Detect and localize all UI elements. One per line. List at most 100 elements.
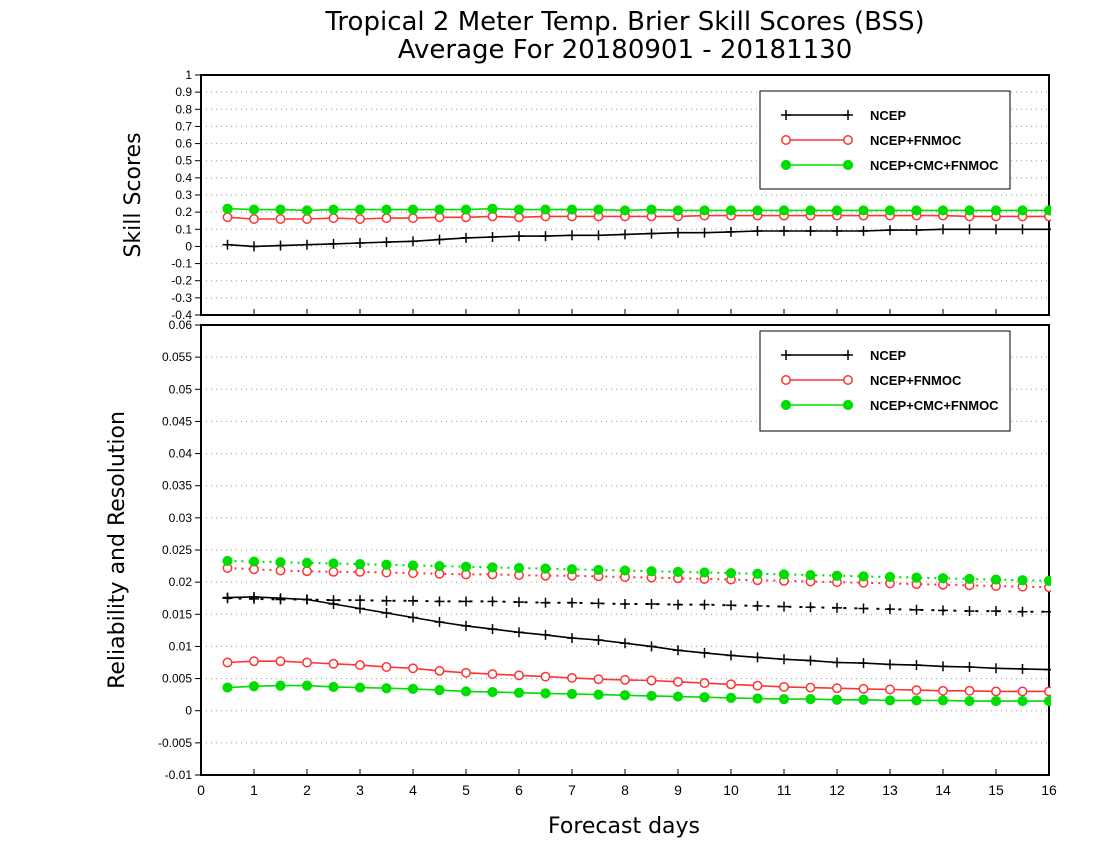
filled-circle-marker: [780, 159, 792, 171]
open-circle-marker: [275, 656, 286, 667]
open-circle-marker: [843, 375, 853, 385]
legend-label: NCEP: [870, 108, 906, 123]
plus-marker: [434, 234, 445, 245]
y-tick-label: -0.005: [158, 736, 192, 750]
filled-circle-marker: [540, 688, 551, 699]
y-tick-label: 0.015: [162, 607, 192, 621]
plus-marker: [434, 596, 445, 607]
filled-circle-marker: [301, 680, 313, 691]
plus-marker: [964, 662, 975, 672]
filled-circle-marker: [434, 560, 445, 572]
plus-marker: [726, 600, 736, 611]
legend: NCEP NCEP+FNMOC NCEP+CMC+FNMOC: [759, 90, 1011, 190]
open-circle-marker: [885, 684, 895, 695]
filled-circle-marker: [593, 564, 604, 576]
plus-marker: [1017, 224, 1028, 235]
y-tick-label: -0.01: [165, 768, 193, 782]
filled-circle-marker: [911, 205, 922, 216]
plus-marker: [620, 599, 630, 609]
filled-circle-marker: [619, 205, 631, 216]
plus-marker: [752, 652, 763, 663]
legend-item: NCEP+CMC+FNMOC: [780, 158, 999, 173]
filled-circle-marker: [725, 205, 737, 216]
plus-marker: [275, 593, 286, 604]
filled-circle-marker: [487, 562, 498, 573]
filled-circle-marker: [725, 692, 737, 703]
plus-marker: [434, 617, 445, 627]
y-tick-label: 0.5: [175, 154, 192, 168]
plus-marker: [249, 241, 259, 252]
filled-circle-marker: [858, 694, 869, 705]
x-tick-label: 15: [988, 782, 1004, 798]
filled-circle-marker: [752, 693, 763, 704]
series-ncep-solid: [222, 224, 1051, 252]
open-circle-marker: [434, 665, 445, 676]
x-tick-label: 7: [568, 782, 576, 798]
filled-circle-marker: [1043, 205, 1051, 216]
filled-circle-marker: [540, 204, 551, 215]
open-circle-marker: [275, 565, 286, 576]
plus-marker: [487, 624, 498, 635]
plus-marker: [514, 597, 524, 608]
open-circle-marker: [302, 566, 312, 577]
open-circle-marker: [991, 686, 1001, 697]
plus-marker: [1017, 606, 1028, 617]
series-line: [227, 228, 1049, 248]
plus-marker: [540, 629, 551, 640]
filled-circle-marker: [513, 687, 525, 698]
series-line: [227, 559, 1050, 582]
plus-marker: [249, 591, 259, 602]
plus-marker: [646, 599, 657, 609]
y-tick-label: 0.035: [162, 479, 192, 493]
plus-marker: [302, 239, 312, 250]
series-ncep-cmc-fnmoc-solid: [222, 203, 1051, 216]
plus-marker: [1044, 224, 1051, 235]
series-line: [227, 596, 1050, 671]
plus-marker: [620, 229, 630, 240]
filled-circle-marker: [354, 559, 366, 570]
plus-marker: [1044, 606, 1051, 617]
filled-circle-marker: [672, 205, 684, 216]
filled-circle-marker: [513, 204, 525, 215]
open-circle-marker: [328, 213, 339, 224]
filled-circle-marker: [884, 571, 896, 583]
plus-marker: [1044, 664, 1051, 675]
filled-circle-marker: [672, 691, 684, 702]
y-tick-label: -0.3: [171, 291, 192, 305]
plus-marker: [781, 110, 791, 120]
plus-marker: [964, 224, 975, 235]
filled-circle-marker: [778, 205, 790, 216]
open-circle-marker: [1017, 686, 1028, 697]
legend: NCEP NCEP+FNMOC NCEP+CMC+FNMOC: [759, 330, 1011, 432]
y-tick-label: 0.3: [175, 188, 192, 202]
filled-circle-marker: [566, 688, 578, 700]
filled-circle-marker: [990, 695, 1002, 707]
chart-title-line-1: Tropical 2 Meter Temp. Brier Skill Score…: [324, 7, 924, 37]
y-tick-label: 0.005: [162, 672, 192, 686]
plot-frame: [200, 324, 1050, 776]
plus-marker: [355, 595, 365, 606]
filled-circle-marker: [831, 570, 843, 581]
filled-circle-marker: [407, 560, 419, 571]
filled-circle-marker: [566, 564, 578, 575]
filled-circle-marker: [1017, 575, 1028, 586]
filled-circle-marker: [699, 692, 710, 703]
plus-marker: [885, 225, 895, 236]
filled-circle-marker: [911, 572, 922, 583]
series-ncep-fnmoc-solid: [222, 656, 1051, 697]
plus-marker: [832, 602, 842, 613]
open-circle-marker: [222, 657, 233, 668]
plus-marker: [381, 237, 392, 248]
filled-circle-marker: [354, 682, 366, 693]
open-circle-marker: [911, 685, 922, 696]
reliability-resolution-panel: 0.060.0550.050.0450.040.0350.030.0250.02…: [105, 318, 1057, 798]
legend-item: NCEP: [781, 348, 906, 363]
plus-marker: [752, 600, 763, 611]
y-tick-label: 0.04: [169, 447, 193, 461]
filled-circle-marker: [778, 694, 790, 705]
open-circle-marker: [620, 674, 630, 685]
open-circle-marker: [275, 214, 286, 224]
open-circle-marker: [843, 135, 853, 145]
plus-marker: [752, 226, 763, 236]
y-tick-label: 0.02: [169, 575, 193, 589]
